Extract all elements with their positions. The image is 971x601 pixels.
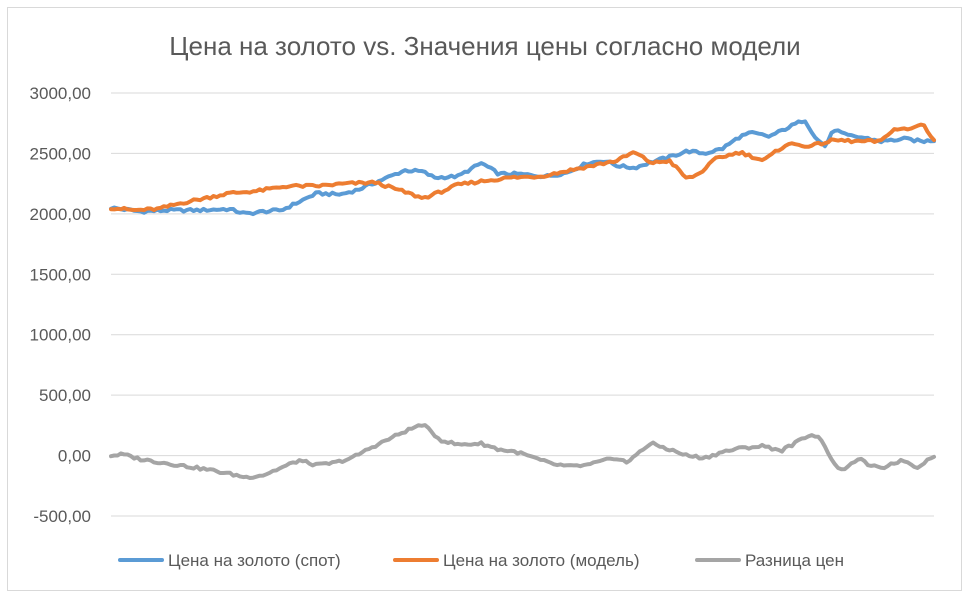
y-tick-label: 1000,00 bbox=[30, 326, 91, 345]
series-line-2 bbox=[109, 122, 936, 213]
series-line-1 bbox=[109, 119, 936, 217]
legend-label-2: Цена на золото (модель) bbox=[443, 551, 640, 570]
gridlines bbox=[111, 92, 934, 517]
y-tick-label: 500,00 bbox=[39, 386, 91, 405]
chart-frame bbox=[7, 7, 962, 591]
y-tick-label: -500,00 bbox=[33, 507, 91, 526]
y-tick-label: 2000,00 bbox=[30, 205, 91, 224]
legend: Цена на золото (спот) Цена на золото (мод… bbox=[118, 551, 844, 570]
series-line-3 bbox=[109, 423, 936, 480]
y-tick-label: 3000,00 bbox=[30, 84, 91, 103]
y-tick-label: 0,00 bbox=[58, 447, 91, 466]
y-axis-ticks: -500,00 0,00 500,00 1000,00 1500,00 2000,00 25… bbox=[30, 84, 91, 526]
legend-label-3: Разница цен bbox=[745, 551, 844, 570]
chart-title: Цена на золото vs. Значения цены согласн… bbox=[169, 31, 800, 61]
y-tick-label: 2500,00 bbox=[30, 144, 91, 163]
y-tick-label: 1500,00 bbox=[30, 265, 91, 284]
series-layer bbox=[109, 119, 936, 480]
legend-label-1: Цена на золото (спот) bbox=[168, 551, 341, 570]
